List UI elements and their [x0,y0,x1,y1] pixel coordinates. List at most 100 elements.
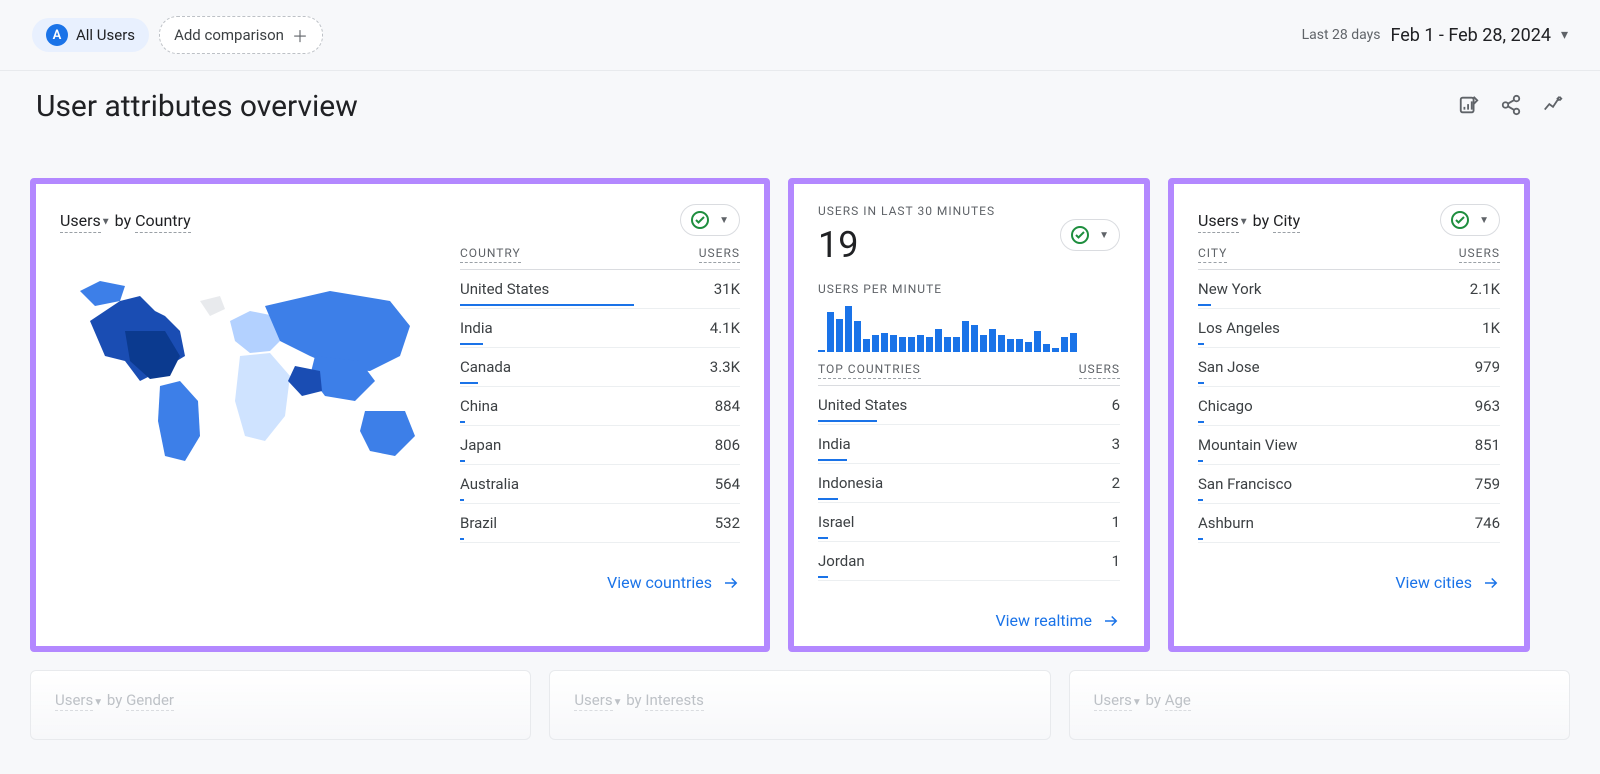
row-value: 806 [715,436,740,454]
chevron-down-icon: ▼ [101,216,111,227]
table-row[interactable]: Ashburn746 [1198,504,1500,543]
city-table-headers: CITY USERS [1198,246,1500,270]
chevron-down-icon: ▼ [613,697,623,708]
metric-selector-city[interactable]: Users▼ by City [1198,211,1300,230]
row-name: San Francisco [1198,475,1292,493]
table-row[interactable]: United States6 [818,386,1120,425]
chevron-down-icon: ▾ [1561,27,1568,43]
metric-b: Age [1165,691,1191,711]
users-by-gender-card: Users▼ by Gender [30,670,531,740]
metric-a: Users [1094,691,1132,711]
spark-bar [845,306,852,352]
header-country: COUNTRY [460,246,521,263]
row-bar [460,421,465,423]
top-bar: A All Users Add comparison ＋ Last 28 day… [0,0,1600,71]
chevron-down-icon: ▼ [719,215,729,226]
table-row[interactable]: San Jose979 [1198,348,1500,387]
spark-bar [899,337,906,352]
view-realtime-link[interactable]: View realtime [818,611,1120,630]
table-row[interactable]: Japan806 [460,426,740,465]
realtime-headings: USERS IN LAST 30 MINUTES 19 [818,204,995,266]
table-row[interactable]: India3 [818,425,1120,464]
header-city: CITY [1198,246,1227,263]
spark-bar [971,325,978,352]
customize-report-icon[interactable] [1458,94,1480,120]
card-status-pill[interactable]: ▼ [1060,219,1120,251]
table-row[interactable]: Israel1 [818,503,1120,542]
row-name: Chicago [1198,397,1253,415]
all-users-label: All Users [76,26,135,44]
table-row[interactable]: United States31K [460,270,740,309]
page-title: User attributes overview [36,89,358,124]
spark-bar [953,337,960,352]
table-row[interactable]: New York2.1K [1198,270,1500,309]
view-realtime-label: View realtime [995,611,1092,630]
view-countries-link[interactable]: View countries [60,573,740,592]
row-name: Mountain View [1198,436,1297,454]
row-bar [818,537,828,539]
check-circle-icon [1451,211,1469,229]
users-by-interests-card: Users▼ by Interests [549,670,1050,740]
all-users-chip[interactable]: A All Users [32,18,149,52]
row-name: United States [818,396,907,414]
add-comparison-chip[interactable]: Add comparison ＋ [159,16,323,54]
spark-bar [1043,344,1050,352]
realtime-label: USERS IN LAST 30 MINUTES [818,204,995,218]
spark-bar [863,339,870,352]
by-label: by [626,691,645,709]
table-row[interactable]: San Francisco 759 [1198,465,1500,504]
card-status-pill[interactable]: ▼ [1440,204,1500,236]
top-bar-left: A All Users Add comparison ＋ [32,16,323,54]
by-label: by [1253,211,1273,230]
card-status-pill[interactable]: ▼ [680,204,740,236]
row-bar [460,460,465,462]
table-row[interactable]: Los Angeles1K [1198,309,1500,348]
chevron-down-icon: ▼ [1132,697,1142,708]
share-icon[interactable] [1500,94,1522,120]
table-row[interactable]: Indonesia2 [818,464,1120,503]
table-row[interactable]: Australia564 [460,465,740,504]
table-row[interactable]: Chicago 963 [1198,387,1500,426]
row-bar [818,459,847,461]
date-range-selector[interactable]: Last 28 days Feb 1 - Feb 28, 2024 ▾ [1302,25,1568,46]
check-circle-icon [1071,226,1089,244]
metric-selector-country[interactable]: Users▼ by Country [60,211,191,230]
users-per-minute-label: USERS PER MINUTE [818,282,1120,296]
row-name: Australia [460,475,519,493]
row-value: 963 [1475,397,1500,415]
metric-b: Interests [645,691,704,711]
row-value: 31K [714,280,740,298]
view-cities-label: View cities [1395,573,1472,592]
row-name: Indonesia [818,474,883,492]
realtime-value: 19 [818,224,995,266]
date-range-label: Last 28 days [1302,27,1381,43]
world-map [60,246,440,506]
realtime-table-headers: TOP COUNTRIES USERS [818,362,1120,386]
row-name: New York [1198,280,1261,298]
table-row[interactable]: China884 [460,387,740,426]
table-row[interactable]: Mountain View 851 [1198,426,1500,465]
row-value: 4.1K [710,319,740,337]
row-name: India [460,319,493,337]
date-range-value: Feb 1 - Feb 28, 2024 [1390,25,1551,46]
row-bar [1198,343,1204,345]
table-row[interactable]: Jordan1 [818,542,1120,581]
spark-bar [1070,333,1077,352]
insights-icon[interactable] [1542,94,1564,120]
row-value: 3.3K [710,358,740,376]
faded-cards-row: Users▼ by Gender Users▼ by Interests Use… [0,670,1600,740]
row-bar [818,420,877,422]
table-row[interactable]: Brazil532 [460,504,740,543]
view-cities-link[interactable]: View cities [1198,573,1500,592]
card-header: Users▼ by Country ▼ [60,204,740,236]
metric-a: Users [60,211,101,233]
arrow-right-icon [1482,574,1500,592]
table-row[interactable]: Canada3.3K [460,348,740,387]
chevron-down-icon: ▼ [1099,230,1109,241]
table-row[interactable]: India 4.1K [460,309,740,348]
metric-a: Users [55,691,93,711]
users-per-minute-chart [818,304,1120,352]
row-value: 759 [1475,475,1500,493]
all-users-badge-icon: A [46,24,68,46]
row-value: 851 [1475,436,1500,454]
